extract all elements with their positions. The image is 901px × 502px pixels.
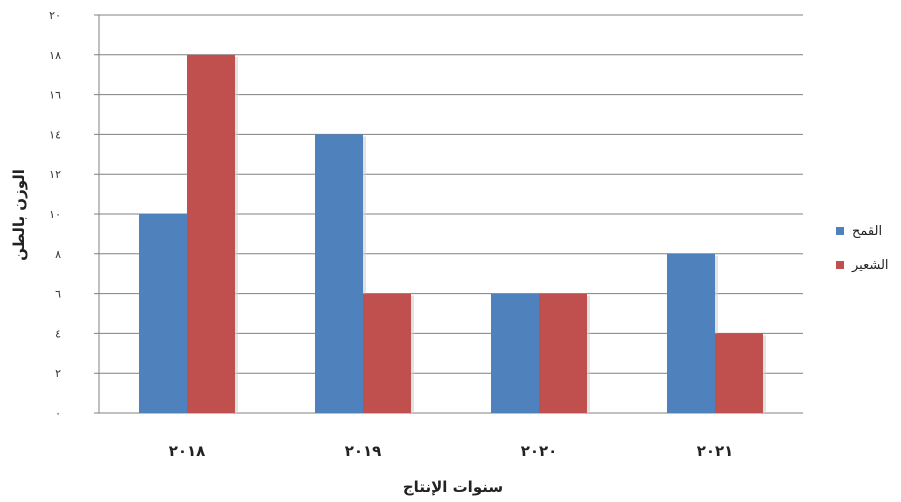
legend: القمح الشعير [836, 224, 889, 273]
legend-swatch [836, 227, 844, 235]
y-tick-label: ١٦ [49, 89, 61, 102]
legend-label: القمح [852, 224, 882, 239]
x-category-label: ٢٠١٨ [169, 442, 206, 460]
y-tick-label: ١٢ [49, 168, 61, 181]
bar-wheat-1 [315, 134, 363, 413]
x-axis-title: سنوات الإنتاج [403, 478, 503, 496]
bar-barley-1 [363, 293, 411, 413]
bar-wheat-3 [667, 253, 715, 413]
x-category-label: ٢٠٢١ [697, 442, 734, 460]
y-tick-label: ٢٠ [49, 9, 61, 22]
bar-barley-2 [539, 293, 587, 413]
y-tick-label: ٦ [55, 288, 61, 301]
y-tick-label: ٤ [55, 327, 61, 340]
y-tick-label: ١٠ [49, 208, 61, 221]
y-axis-title: الوزن بالطن [10, 169, 28, 261]
y-tick-label: ١٨ [49, 49, 61, 62]
legend-swatch [836, 261, 844, 269]
x-axis-category-labels: ٢٠١٨ ٢٠١٩ ٢٠٢٠ ٢٠٢١ [169, 442, 734, 460]
bar-wheat-2 [491, 293, 539, 413]
y-tick-label: ٠ [55, 407, 61, 420]
bar-barley-3 [715, 333, 763, 413]
y-axis-tick-labels: ٠ ٢ ٤ ٦ ٨ ١٠ ١٢ ١٤ ١٦ ١٨ ٢٠ [49, 9, 61, 420]
bars [139, 54, 766, 414]
y-tick-label: ٢ [55, 367, 61, 380]
bar-barley-0 [187, 54, 235, 414]
legend-label: الشعير [851, 258, 889, 273]
y-tick-label: ١٤ [49, 128, 61, 141]
y-tick-label: ٨ [55, 248, 61, 261]
x-category-label: ٢٠٢٠ [521, 442, 558, 460]
bar-wheat-0 [139, 214, 187, 413]
x-category-label: ٢٠١٩ [345, 442, 382, 460]
